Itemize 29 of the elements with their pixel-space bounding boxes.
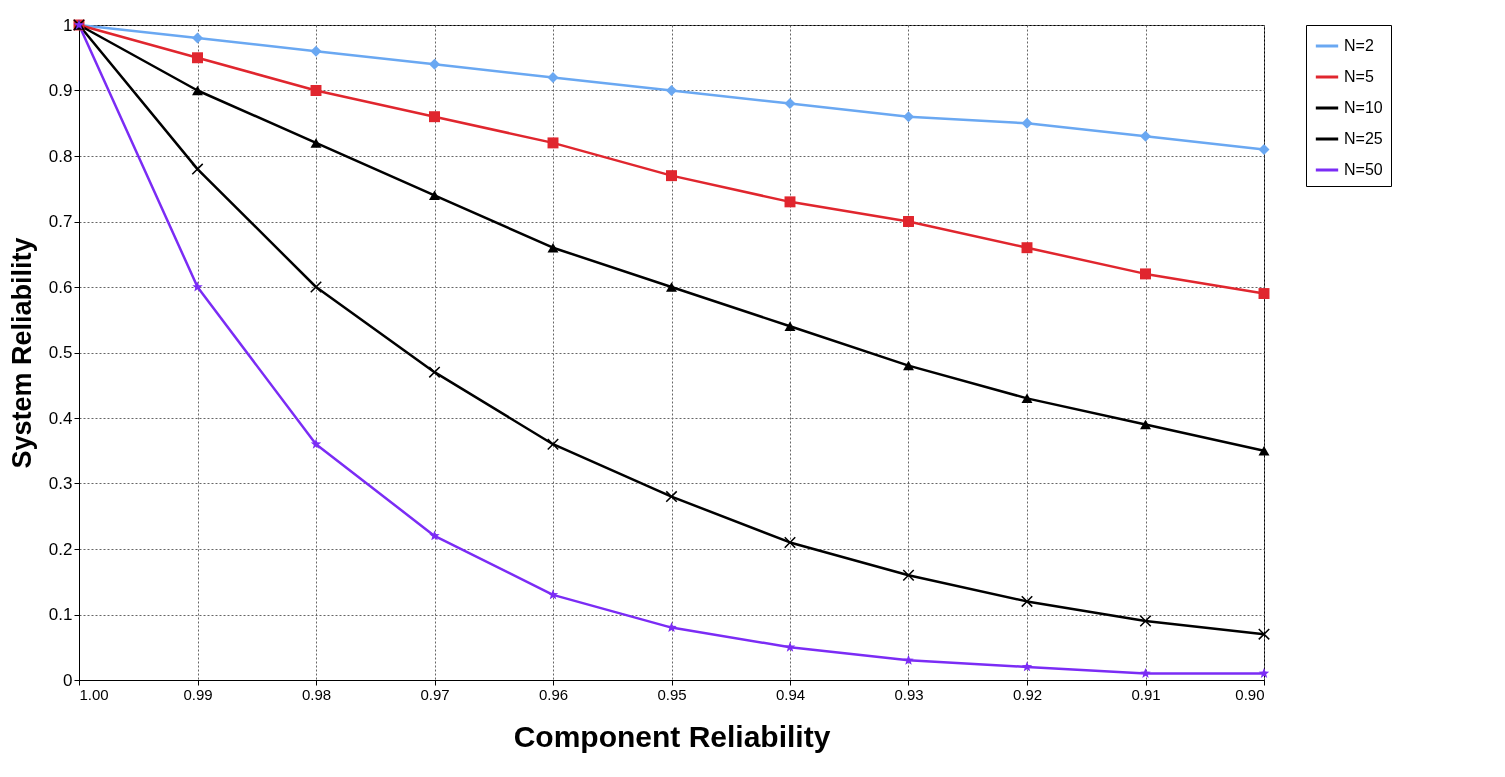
- legend-label: N=5: [1344, 68, 1374, 85]
- y-tick-label: 0.1: [48, 605, 73, 624]
- x-tick-label: 1.00: [79, 685, 109, 703]
- x-tick-label: 0.94: [775, 685, 806, 703]
- x-tick-label: 0.97: [420, 685, 450, 703]
- y-tick-label: 0.4: [48, 408, 73, 428]
- x-tick-label: 0.90: [1235, 685, 1265, 703]
- x-tick-label: 0.96: [538, 685, 569, 703]
- x-tick-label: 0.98: [301, 685, 332, 703]
- y-axis-title: System Reliability: [6, 237, 37, 469]
- x-tick-label: 0.93: [894, 685, 924, 703]
- x-tick-label: 0.91: [1131, 685, 1161, 703]
- legend-label: N=10: [1344, 99, 1383, 116]
- y-tick-label: 0.3: [48, 474, 73, 493]
- y-tick-label: 1: [63, 15, 73, 35]
- y-tick-label: 0.5: [48, 343, 73, 362]
- legend-label: N=25: [1344, 130, 1383, 147]
- y-tick-label: 0.8: [48, 146, 73, 166]
- legend-label: N=2: [1344, 37, 1374, 54]
- legend-label: N=50: [1344, 161, 1383, 178]
- x-tick-label: 0.92: [1012, 685, 1043, 703]
- x-axis-title: Component Reliability: [513, 719, 831, 753]
- y-tick-label: 0: [63, 670, 73, 690]
- y-tick-label: 0.2: [48, 539, 73, 559]
- y-tick-label: 0.6: [48, 277, 73, 297]
- x-tick-label: 0.99: [183, 685, 213, 703]
- x-tick-label: 0.95: [657, 685, 687, 703]
- y-tick-label: 0.9: [48, 81, 73, 100]
- y-tick-label: 0.7: [48, 212, 73, 231]
